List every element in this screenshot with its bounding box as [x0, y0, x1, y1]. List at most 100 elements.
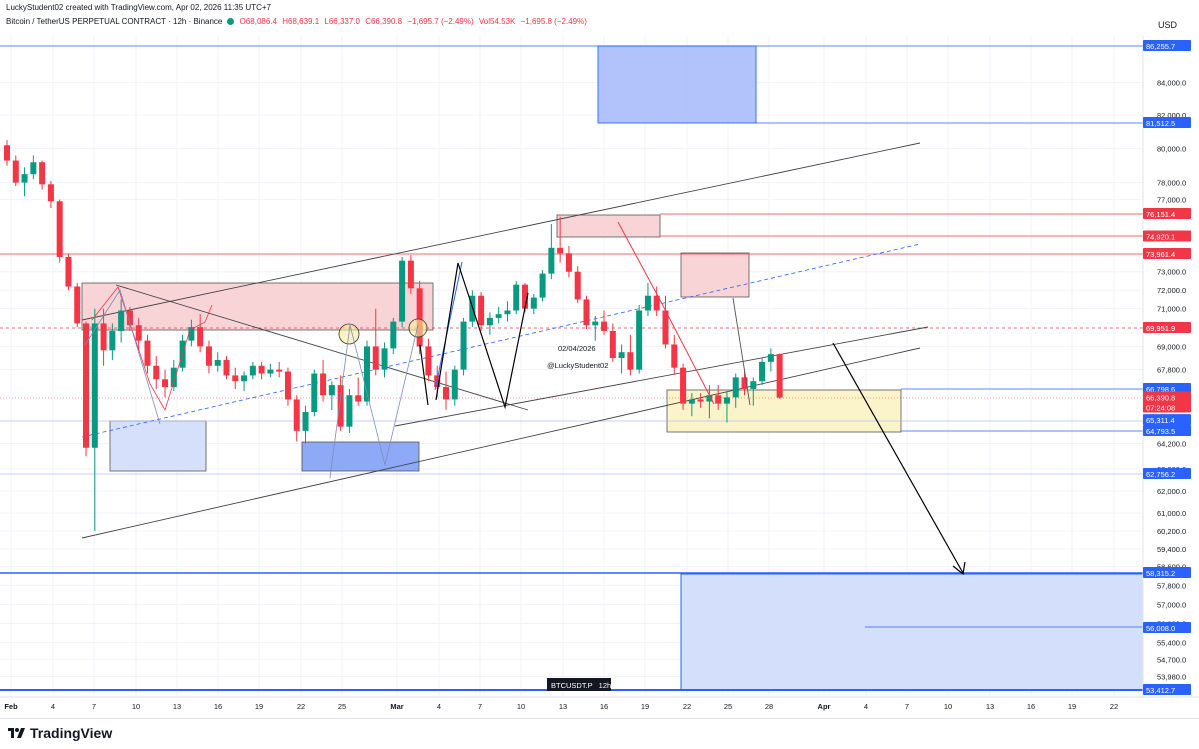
annotation-date: 02/04/2026: [558, 344, 596, 353]
price-tick: 69,000.0: [1157, 342, 1186, 351]
price-level-tag-bg: [1143, 401, 1191, 413]
high-value: H68,639.1: [282, 17, 320, 26]
candle-body: [706, 395, 713, 402]
highlight-circle-2: [408, 318, 428, 338]
price-level-tag-bg: [1143, 622, 1191, 634]
price-level-tag: 62,756.2: [1146, 470, 1175, 479]
volume-change-value: −1,695.8 (−2.49%): [520, 17, 587, 26]
candle-body: [425, 346, 432, 376]
candle-body: [91, 323, 98, 448]
price-level-tag: 76,151.4: [1146, 210, 1175, 219]
price-level-tag: 73,961.4: [1146, 250, 1175, 259]
price-tick: 57,800.0: [1157, 581, 1186, 590]
candle-body: [504, 310, 511, 315]
annotation-author: @LuckyStudent02: [547, 361, 608, 370]
candle-body: [56, 201, 63, 257]
time-tick: Apr: [818, 702, 831, 711]
price-tick: 82,000.0: [1157, 111, 1186, 120]
candle-body: [293, 399, 300, 431]
demand-zone-left: [109, 420, 207, 472]
time-tick: 25: [338, 702, 346, 711]
candle-body: [530, 297, 537, 309]
candle-body: [759, 361, 766, 382]
time-tick: 4: [864, 702, 868, 711]
candle-body: [513, 284, 520, 311]
blue-pattern-left: [84, 289, 161, 425]
candle-body: [65, 256, 72, 287]
price-tick: 80,000.0: [1157, 145, 1186, 154]
time-tick: 13: [173, 702, 181, 711]
red-arrow-down: [617, 221, 715, 405]
price-level-tag: 81,512.5: [1146, 119, 1175, 128]
candle-body: [627, 352, 634, 370]
time-tick: Mar: [390, 702, 403, 711]
price-level-tag: 69,951.9: [1146, 324, 1175, 333]
time-axis[interactable]: Feb 4 7 10 13 16 19 22 25 Mar 4 7 10 13 16 19 22 25 28 Apr 4…: [4, 702, 1118, 711]
candle-body: [126, 310, 133, 326]
candle-body: [381, 348, 388, 370]
supply-zone-top: [597, 45, 757, 124]
volume-value: Vol54.53K: [478, 17, 516, 26]
candle-body: [688, 399, 695, 404]
candle-body: [320, 373, 327, 396]
candle-body: [346, 395, 353, 427]
price-tick: 53,980.0: [1157, 672, 1186, 681]
candle-body: [144, 340, 151, 366]
price-level-tag: 65,311.4: [1146, 416, 1175, 425]
price-level-tag: 53,412.7: [1146, 686, 1175, 695]
currency-label[interactable]: USD: [1158, 20, 1178, 30]
low-value: L66,337.0: [324, 17, 360, 26]
price-level-tag-bg: [1143, 468, 1191, 479]
candle-body: [232, 375, 239, 382]
candle-body: [363, 346, 370, 402]
time-tick: 22: [1110, 702, 1118, 711]
price-axis[interactable]: 84,000.0 82,000.0 80,000.0 78,000.0 77,000.0…: [1157, 79, 1186, 682]
tradingview-brand: TradingView: [30, 725, 113, 741]
candle-body: [302, 412, 309, 431]
time-tick: 16: [1027, 702, 1035, 711]
candle-body: [83, 323, 90, 448]
price-tick: 78,000.0: [1157, 179, 1186, 188]
candle-body: [100, 323, 107, 351]
candle-body: [539, 273, 546, 298]
support-zone-yellow: [666, 389, 902, 433]
candle-body: [47, 184, 54, 202]
candle-body: [311, 373, 318, 413]
candle-body: [241, 375, 248, 382]
candle-body: [30, 162, 37, 175]
open-value: O68,086.4: [239, 17, 277, 26]
candle-body: [135, 325, 142, 341]
time-tick: 7: [478, 702, 482, 711]
black-arrow-b: [435, 262, 529, 410]
time-tick: 10: [132, 702, 140, 711]
price-level-tag-bg: [1143, 230, 1191, 242]
price-level-tag-bg: [1143, 425, 1191, 436]
price-level-tag-bg: [1143, 208, 1191, 219]
resistance-zone-mid: [556, 214, 661, 238]
time-tick: 19: [1068, 702, 1076, 711]
price-tick: 73,000.0: [1157, 268, 1186, 277]
price-chart[interactable]: 02/04/2026 @LuckyStudent02 BTCUSDT.P 12h …: [0, 0, 1199, 718]
candle-body: [574, 271, 581, 300]
price-tick: 72,000.0: [1157, 286, 1186, 295]
tradingview-logo-icon: [8, 728, 25, 738]
candle-body: [205, 346, 212, 366]
candle-body: [399, 260, 406, 322]
candle-body: [153, 365, 160, 380]
time-tick: 7: [905, 702, 909, 711]
candle-body: [162, 379, 169, 388]
price-level-tag-bg: [1143, 391, 1191, 403]
candle-body: [284, 371, 291, 400]
symbol-title[interactable]: Bitcoin / TetherUS PERPETUAL CONTRACT · …: [6, 17, 223, 26]
price-tick: 59,400.0: [1157, 545, 1186, 554]
price-level-tags: 86,255.7 81,512.5 76,151.4 74,920.1 73,961.4…: [1143, 40, 1191, 695]
price-level-tag-bg: [1143, 383, 1191, 394]
blue-arrow-up: [434, 261, 463, 391]
price-tick: 61,000.0: [1157, 509, 1186, 518]
price-tick: 64,200.0: [1157, 440, 1186, 449]
candle-body: [170, 367, 177, 388]
candle-body: [214, 359, 221, 366]
pattern-arrows: [84, 221, 966, 576]
candle-body: [662, 310, 669, 345]
price-level-tag: 86,255.7: [1146, 42, 1175, 51]
